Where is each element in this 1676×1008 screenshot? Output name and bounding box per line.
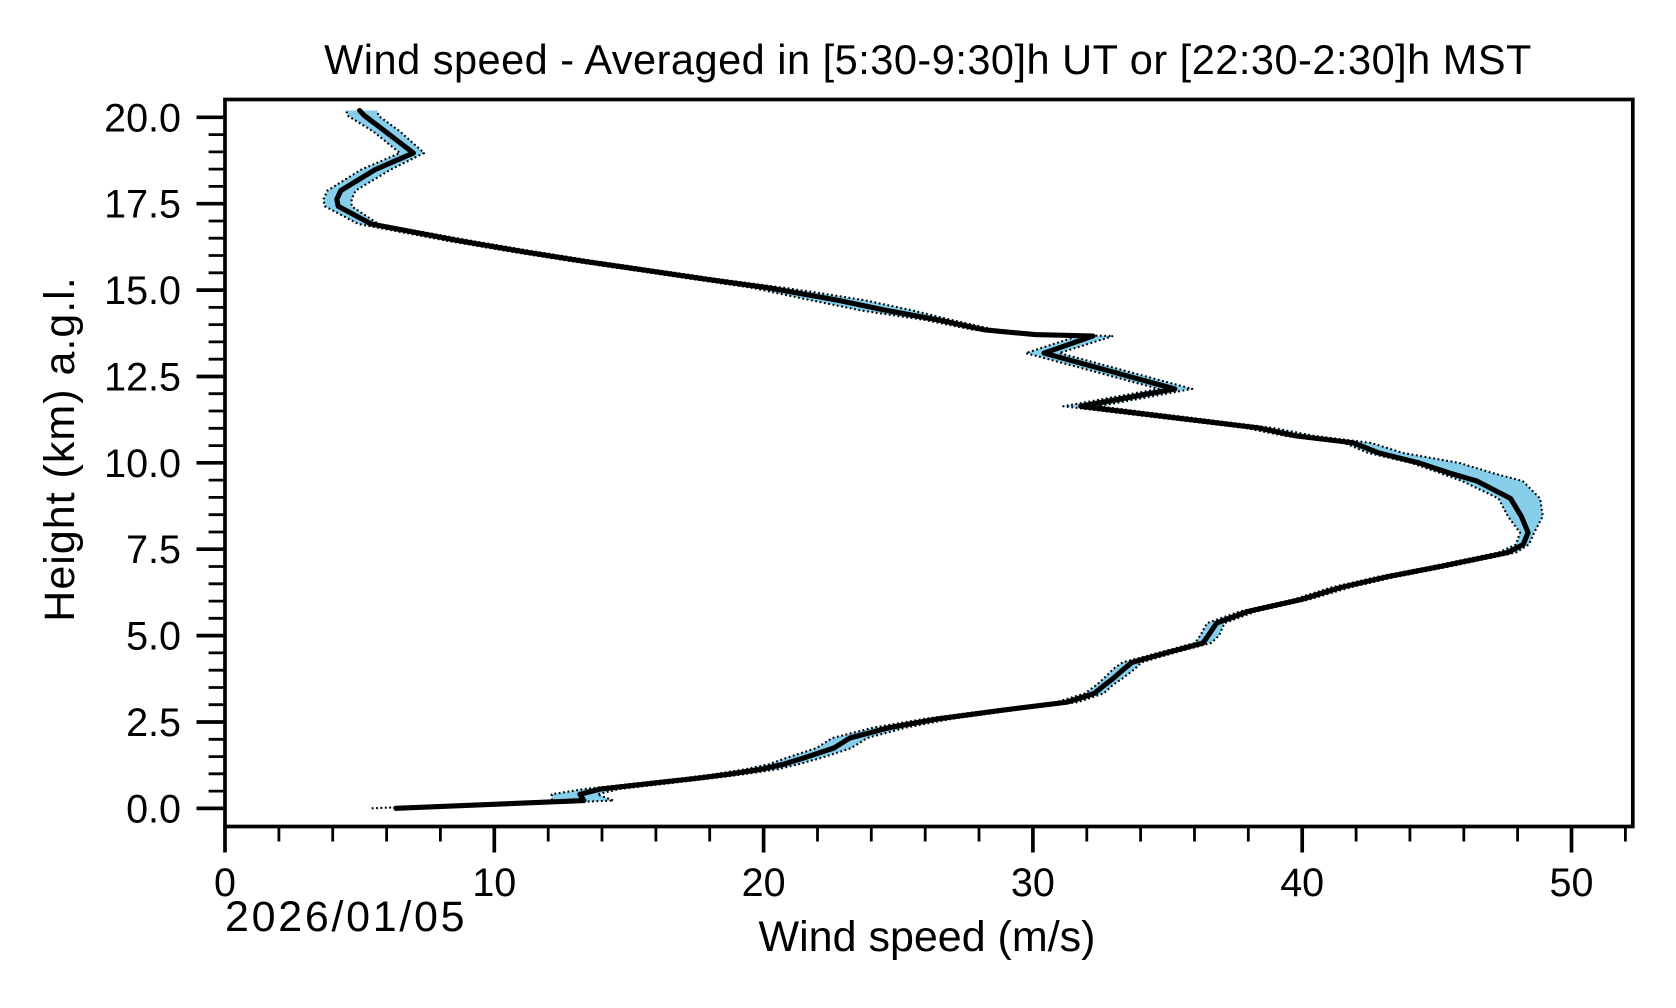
svg-text:30: 30: [1011, 861, 1055, 905]
svg-text:5.0: 5.0: [126, 615, 181, 659]
svg-text:0: 0: [214, 861, 236, 905]
svg-text:10.0: 10.0: [104, 442, 181, 486]
svg-text:Height (km) a.g.l.: Height (km) a.g.l.: [36, 276, 84, 621]
svg-text:20.0: 20.0: [104, 96, 181, 140]
svg-text:40: 40: [1280, 861, 1324, 905]
svg-text:15.0: 15.0: [104, 269, 181, 313]
svg-text:7.5: 7.5: [126, 528, 181, 572]
svg-text:50: 50: [1550, 861, 1594, 905]
svg-text:20: 20: [742, 861, 786, 905]
svg-text:12.5: 12.5: [104, 356, 181, 400]
svg-text:17.5: 17.5: [104, 183, 181, 227]
svg-text:Wind speed - Averaged in [5:30: Wind speed - Averaged in [5:30-9:30]h UT…: [324, 36, 1532, 83]
svg-text:2.5: 2.5: [126, 701, 181, 745]
svg-text:10: 10: [472, 861, 516, 905]
svg-text:2026/01/05: 2026/01/05: [225, 893, 467, 941]
svg-text:0.0: 0.0: [126, 787, 181, 831]
svg-text:Wind speed (m/s): Wind speed (m/s): [759, 913, 1096, 961]
